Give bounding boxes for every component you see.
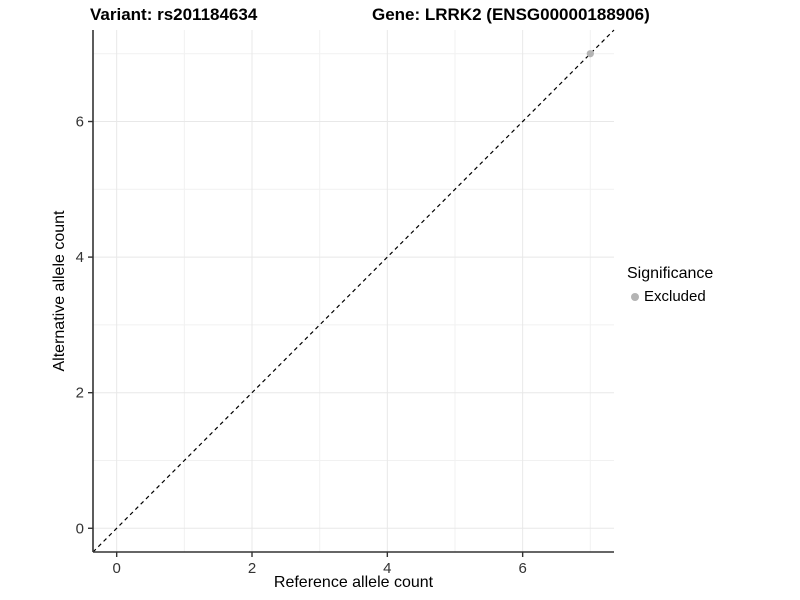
y-tick-label: 6 [76,114,84,131]
x-tick-label: 0 [113,560,121,577]
data-point [586,50,594,58]
legend-entry-excluded: Excluded [627,288,713,305]
x-axis-title: Reference allele count [273,574,434,591]
y-tick-label: 2 [76,385,84,402]
legend-title: Significance [627,265,714,282]
x-tick-label: 6 [518,560,526,577]
y-axis-title: Alternative allele count [51,210,68,372]
x-tick-label: 2 [248,560,256,577]
legend-entry-label: Excluded [644,288,706,305]
identity-reference-line [92,29,615,553]
plot-title-variant: Variant: rs201184634 [90,5,258,24]
excluded-point-icon [631,292,639,301]
y-tick-label: 0 [76,520,84,537]
x-tick-label: 4 [383,560,391,577]
y-tick-label: 4 [76,249,84,266]
plot-title-gene: Gene: LRRK2 (ENSG00000188906) [372,5,650,24]
legend: Significance Excluded [627,265,713,305]
